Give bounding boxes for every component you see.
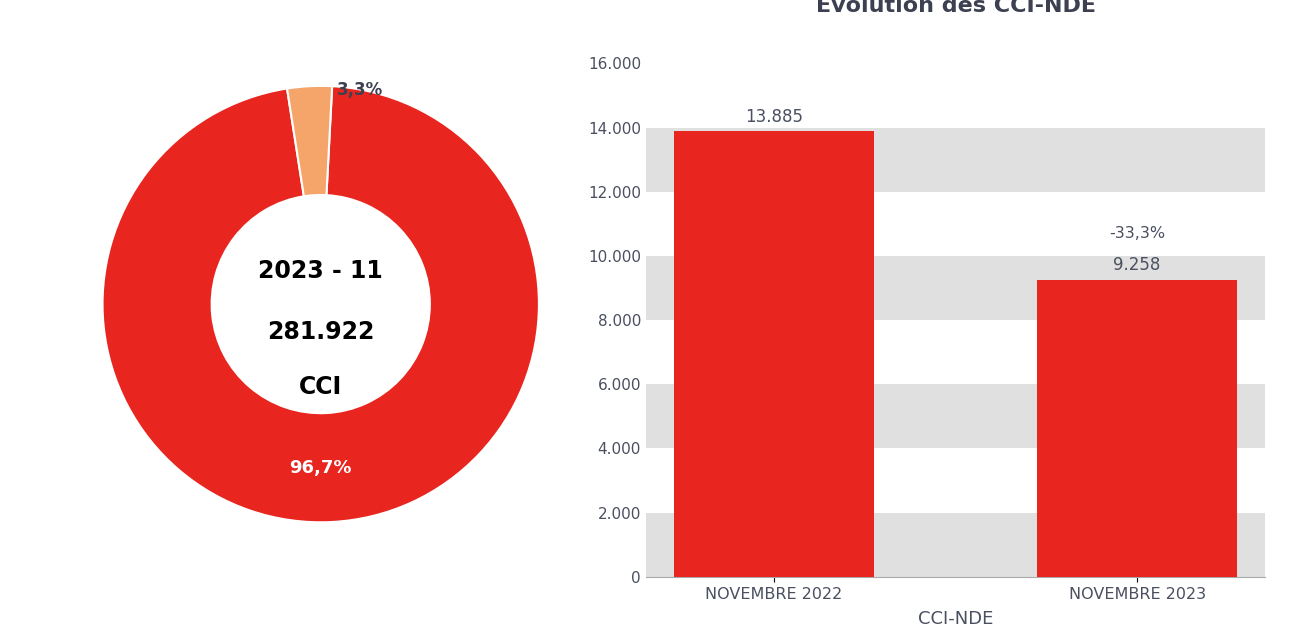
Bar bbox=[646, 128, 1265, 192]
Title: Evolution des CCI-NDE: Evolution des CCI-NDE bbox=[816, 0, 1096, 16]
Bar bbox=[646, 256, 1265, 320]
Text: -33,3%: -33,3% bbox=[1109, 226, 1166, 241]
Text: 3,3%: 3,3% bbox=[337, 82, 383, 99]
Text: 2023 - 11: 2023 - 11 bbox=[258, 260, 383, 283]
Text: CCI: CCI bbox=[300, 375, 342, 399]
Text: 9.258: 9.258 bbox=[1113, 256, 1161, 274]
Text: 13.885: 13.885 bbox=[745, 107, 803, 125]
Wedge shape bbox=[287, 86, 332, 196]
Wedge shape bbox=[102, 86, 538, 522]
Bar bbox=[674, 131, 874, 577]
Bar bbox=[1037, 280, 1237, 577]
X-axis label: CCI-NDE: CCI-NDE bbox=[918, 610, 993, 627]
Bar bbox=[646, 384, 1265, 448]
Text: 96,7%: 96,7% bbox=[289, 459, 352, 477]
Bar bbox=[646, 513, 1265, 577]
Text: 281.922: 281.922 bbox=[267, 320, 374, 344]
